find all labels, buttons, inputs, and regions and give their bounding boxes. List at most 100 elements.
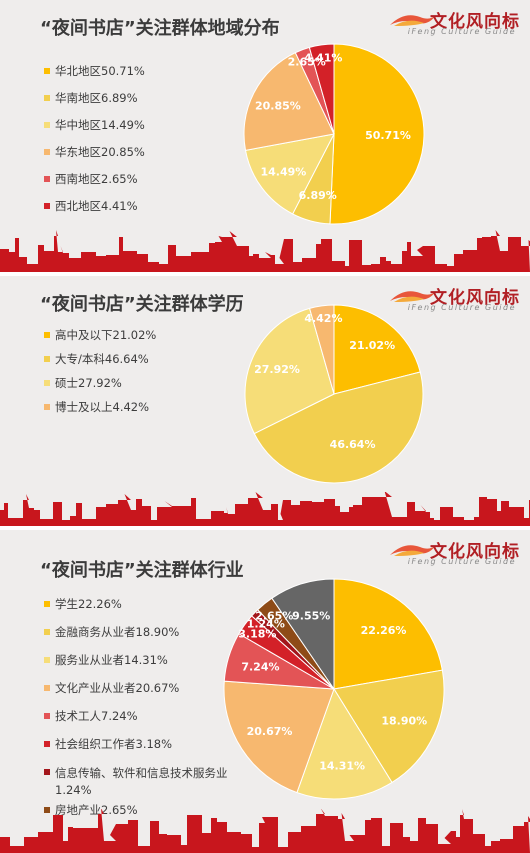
pie-slice-label: 4.41% [304,51,342,64]
city-skyline [0,809,530,853]
industry-chart-panel: “夜间书店”关注群体行业 文化风向标 iFeng Culture Guide 学… [0,530,530,853]
legend-item: 华南地区6.89% [44,91,145,105]
legend-label: 学生22.26% [55,597,122,611]
legend-item: 金融商务从业者18.90% [44,625,245,639]
legend-label: 西北地区4.41% [55,199,138,213]
region-chart-panel: “夜间书店”关注群体地域分布 文化风向标 iFeng Culture Guide… [0,0,530,272]
legend-swatch [44,685,50,691]
city-skyline [0,230,530,272]
pie-slice-label: 3.18% [238,628,276,641]
pie-slice-label: 50.71% [365,129,411,142]
brand-logo: 文化风向标 iFeng Culture Guide [390,537,520,571]
legend-item: 华北地区50.71% [44,64,145,78]
legend-label: 华北地区50.71% [55,64,145,78]
legend-swatch [44,769,50,775]
chart-title: “夜间书店”关注群体学历 [40,294,244,315]
brand-name-en: iFeng Culture Guide [407,27,516,36]
legend-swatch [44,741,50,747]
legend-swatch [44,657,50,663]
brand-name-cn: 文化风向标 [430,288,520,308]
legend-label: 高中及以下21.02% [55,328,157,342]
legend-item: 博士及以上4.42% [44,400,156,414]
legend-label: 服务业从业者14.31% [55,653,168,667]
pie-slice [329,43,425,225]
legend-item: 服务业从业者14.31% [44,653,245,667]
pie-slice [308,304,335,395]
pie-slice [296,687,393,800]
legend-item: 文化产业从业者20.67% [44,681,245,695]
city-skyline [0,492,530,526]
legend-swatch [44,601,50,607]
pie-slice [271,578,335,691]
pie-slice [308,43,335,135]
pie-slice-label: 7.24% [241,660,279,673]
skyline-silhouette [0,492,530,526]
legend-swatch [44,332,50,338]
pie-slice [244,307,335,435]
pie-slice-label: 6.89% [299,189,337,202]
education-chart-panel: “夜间书店”关注群体学历 文化风向标 iFeng Culture Guide 高… [0,276,530,526]
brand-logo: 文化风向标 iFeng Culture Guide [390,7,520,41]
brand-name-cn: 文化风向标 [430,12,520,32]
pie-slice-label: 14.31% [319,760,365,773]
legend-label: 硕士27.92% [55,376,122,390]
legend-item: 大专/本科46.64% [44,352,156,366]
chart-title: “夜间书店”关注群体地域分布 [40,18,280,39]
legend-swatch [44,713,50,719]
legend-swatch [44,356,50,362]
pie-slice-label: 9.55% [292,609,330,622]
pie-slice [253,371,424,484]
brand-swoosh-icon [390,15,436,26]
legend-swatch [44,807,50,813]
brand-name-cn: 文化风向标 [430,542,520,562]
pie-slice-label: 2.65% [288,56,326,69]
skyline-silhouette [0,230,530,272]
legend-item: 技术工人7.24% [44,709,245,723]
legend-item: 房地产业2.65% [44,803,245,817]
legend-item: 华中地区14.49% [44,118,145,132]
legend-swatch [44,95,50,101]
legend-swatch [44,380,50,386]
legend-swatch [44,149,50,155]
pie-slice [333,669,445,784]
pie-chart: 22.26% 18.90% 14.31% 20.67% 7.24% 3.18%1.24%2… [223,578,445,800]
legend-item: 硕士27.92% [44,376,156,390]
legend-label: 信息传输、软件和信息技术服务业1.24% [55,766,228,797]
legend-item: 高中及以下21.02% [44,328,156,342]
pie-slice-label: 22.26% [361,624,407,637]
pie-slice-label: 20.67% [247,725,293,738]
legend-item: 信息传输、软件和信息技术服务业1.24% [44,765,245,799]
legend-label: 华中地区14.49% [55,118,145,132]
legend-label: 华东地区20.85% [55,145,145,159]
brand-logo: 文化风向标 iFeng Culture Guide [390,283,520,317]
legend-swatch [44,68,50,74]
legend-label: 文化产业从业者20.67% [55,681,180,695]
legend-label: 西南地区2.65% [55,172,138,186]
pie-slice [223,680,335,794]
legend-label: 华南地区6.89% [55,91,138,105]
pie-slice-label: 1.24% [247,617,285,630]
legend-item: 西北地区4.41% [44,199,145,213]
legend-swatch [44,203,50,209]
chart-title: “夜间书店”关注群体行业 [40,560,244,581]
legend-swatch [44,404,50,410]
chart-legend: 学生22.26% 金融商务从业者18.90% 服务业从业者14.31% 文化产业… [44,597,245,817]
legend-item: 学生22.26% [44,597,245,611]
pie-chart: 21.02% 46.64% 27.92% 4.42% [244,304,424,484]
legend-label: 房地产业2.65% [55,803,138,817]
legend-label: 社会组织工作者3.18% [55,737,173,751]
skyline-silhouette [0,809,530,853]
pie-slice-label: 21.02% [349,339,395,352]
pie-slice-label: 4.42% [304,312,342,325]
pie-slice-label: 46.64% [330,438,376,451]
pie-chart: 50.71% 6.89% 14.49% 20.85% 2.65%4.41% [243,43,425,225]
legend-swatch [44,122,50,128]
legend-label: 博士及以上4.42% [55,400,150,414]
brand-name-en: iFeng Culture Guide [407,303,516,312]
legend-swatch [44,176,50,182]
pie-slice-label: 14.49% [260,166,306,179]
pie-slice [243,52,335,151]
chart-legend: 高中及以下21.02% 大专/本科46.64% 硕士27.92% 博士及以上4.… [44,328,156,414]
pie-slice-label: 18.90% [381,715,427,728]
legend-item: 社会组织工作者3.18% [44,737,245,751]
